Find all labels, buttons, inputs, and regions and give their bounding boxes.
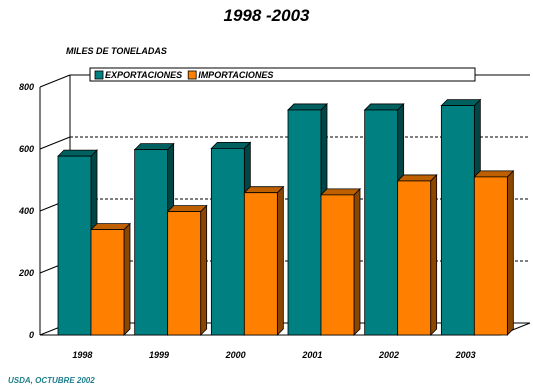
- bar-top: [440, 99, 482, 106]
- y-tick-label: 600: [19, 144, 34, 154]
- y-tick-label: 200: [18, 268, 34, 278]
- bar-importaciones-1999: [167, 211, 202, 336]
- x-tick-label: 2001: [301, 350, 322, 360]
- bar-top: [166, 205, 208, 213]
- bar-side: [276, 185, 284, 336]
- bar-top: [287, 103, 328, 111]
- x-tick-label: 1998: [72, 350, 92, 360]
- bar-importaciones-2000: [243, 192, 278, 336]
- bar-side: [506, 169, 514, 336]
- bar-exportaciones-2001: [287, 109, 322, 336]
- bar-side: [430, 173, 438, 336]
- bar-side: [353, 187, 361, 336]
- bar-importaciones-1998: [90, 229, 125, 336]
- bar-top: [473, 170, 515, 178]
- bar-top: [396, 174, 438, 182]
- bar-exportaciones-2003: [440, 105, 475, 336]
- source-note: USDA, OCTUBRE 2002: [8, 376, 95, 385]
- x-tick-label: 2003: [455, 350, 476, 360]
- y-axis-unit-label: MILES DE TONELADAS: [66, 46, 167, 56]
- bar-top: [133, 143, 175, 151]
- gridline-depth: [39, 74, 71, 88]
- x-tick-label: 1999: [149, 350, 169, 360]
- bar-top: [90, 223, 131, 231]
- legend-box: [89, 67, 476, 82]
- x-tick-label: 2002: [378, 350, 399, 360]
- bar-importaciones-2003: [473, 176, 508, 336]
- bar-importaciones-2001: [320, 194, 355, 336]
- bar-top: [320, 188, 361, 196]
- bar-exportaciones-1998: [57, 155, 92, 336]
- bar-exportaciones-1999: [134, 149, 169, 336]
- y-tick-label: 800: [19, 82, 34, 92]
- y-tick-label: 0: [29, 330, 34, 340]
- bar-exportaciones-2002: [364, 109, 399, 336]
- chart-title: 1998 -2003: [223, 6, 310, 25]
- bar-exportaciones-2000: [210, 147, 245, 336]
- legend-label: IMPORTACIONES: [198, 70, 273, 80]
- bar-side: [200, 204, 208, 336]
- bar-top: [57, 149, 98, 157]
- legend-swatch-exportaciones: [94, 70, 104, 80]
- legend-swatch-importaciones: [187, 70, 197, 80]
- bar-top: [210, 141, 252, 149]
- bar-top: [363, 103, 405, 111]
- x-tick-label: 2000: [225, 350, 246, 360]
- legend-label: EXPORTACIONES: [105, 70, 182, 80]
- bar-top: [243, 186, 285, 194]
- bar-importaciones-2002: [397, 180, 432, 336]
- bar-side: [123, 222, 131, 336]
- y-tick-label: 400: [18, 206, 34, 216]
- gridline-depth: [39, 136, 71, 150]
